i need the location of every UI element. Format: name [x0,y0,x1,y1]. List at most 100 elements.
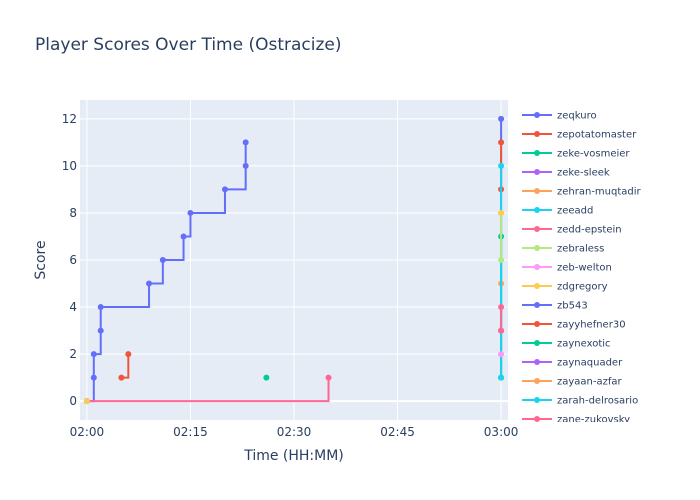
legend-swatch-marker [534,226,540,232]
legend-item[interactable]: zedd-epstein [522,225,622,236]
legend-label: zeke-vosmeier [557,149,630,160]
legend-item[interactable]: zdgregory [522,282,608,293]
legend-item[interactable]: zepotatomaster [522,130,637,141]
y-tick-label: 2 [69,347,77,361]
legend-item[interactable]: zane-zukovsky [522,415,630,426]
y-axis-ticks: 0 2 4 6 8 10 12 [62,112,77,408]
legend-label: zaynexotic [557,339,611,350]
data-point [187,209,194,216]
y-tick-label: 10 [62,159,77,173]
legend-swatch-marker [534,245,540,251]
legend-label: zeb-welton [557,263,612,274]
legend-swatch-marker [534,359,540,365]
y-tick-label: 4 [69,300,77,314]
data-point [221,186,228,193]
legend-item[interactable]: zayyhefner30 [522,320,626,331]
y-axis-title: Score [33,240,49,279]
legend-swatch-marker [534,131,540,137]
legend-label: zb543 [557,301,588,312]
legend-label: zedd-epstein [557,225,622,236]
legend-swatch-marker [534,150,540,156]
legend-swatch-marker [534,340,540,346]
data-point [180,233,187,240]
data-point [498,209,505,216]
legend-swatch-marker [534,188,540,194]
series-zane-zukovsky [498,304,505,334]
series-layer [83,115,505,405]
series-unlabeled [498,351,505,358]
data-point [498,327,505,334]
series-zeke-vosmeier [263,374,270,381]
data-point [242,139,249,146]
data-point [159,257,166,263]
legend-label: zayaan-azfar [557,377,623,388]
series-unlabeled [498,209,505,216]
legend-swatch-marker [534,169,540,175]
x-tick-label: 02:30 [277,425,312,439]
x-axis-ticks: 02:00 02:15 02:30 02:45 03:00 [70,425,519,439]
y-tick-label: 6 [69,253,77,267]
x-tick-label: 02:00 [70,425,105,439]
legend-swatch-marker [534,264,540,270]
legend-label: zeeadd [557,206,593,217]
series-zepotatomaster [118,351,132,381]
legend[interactable]: zeqkuro zepotatomaster zeke-vosmeier zeke-s… [522,111,642,426]
data-point [498,257,505,263]
legend-item[interactable]: zb543 [522,301,588,312]
y-tick-label: 0 [69,394,77,408]
legend-swatch-marker [534,112,540,118]
x-axis-title: Time (HH:MM) [243,448,344,464]
data-point [118,374,125,381]
legend-item[interactable]: zeeadd [522,206,593,217]
legend-item[interactable]: zayaan-azfar [522,377,623,388]
legend-label: zane-zukovsky [557,415,630,426]
legend-label: zaynaquader [557,358,623,369]
data-point [263,374,270,381]
legend-swatch-marker [534,416,540,422]
legend-swatch-marker [534,378,540,384]
legend-label: zdgregory [557,282,608,293]
legend-label: zarah-delrosario [557,396,638,407]
legend-swatch-marker [534,321,540,327]
y-tick-label: 12 [62,112,77,126]
legend-items: zeqkuro zepotatomaster zeke-vosmeier zeke-s… [522,111,642,426]
x-tick-label: 02:15 [173,425,208,439]
legend-item[interactable]: zebraless [522,244,604,255]
series-zdgregory [83,398,90,405]
series-zarah-delrosario [498,162,505,381]
data-point [498,162,505,169]
chart-title: Player Scores Over Time (Ostracize) [35,35,342,55]
legend-swatch-marker [534,302,540,308]
data-point [97,327,104,334]
legend-item[interactable]: zaynaquader [522,358,623,369]
legend-item[interactable]: zeb-welton [522,263,612,274]
data-point [325,374,332,381]
data-point [242,162,249,169]
x-tick-label: 03:00 [484,425,519,439]
legend-item[interactable]: zehran-muqtadir [522,187,642,198]
data-point [498,351,505,358]
x-tick-label: 02:45 [380,425,415,439]
legend-swatch-marker [534,397,540,403]
legend-label: zeqkuro [557,111,597,122]
legend-item[interactable]: zeke-sleek [522,168,610,179]
series-line [86,377,330,403]
data-point [83,398,90,405]
legend-item[interactable]: zeke-vosmeier [522,149,630,160]
data-point [498,374,505,381]
legend-item[interactable]: zaynexotic [522,339,611,350]
legend-item[interactable]: zeqkuro [522,111,597,122]
legend-swatch-marker [534,283,540,289]
data-point [97,304,104,311]
data-point [146,280,153,287]
legend-label: zeke-sleek [557,168,610,179]
legend-item[interactable]: zarah-delrosario [522,396,638,407]
legend-label: zepotatomaster [557,130,637,141]
legend-label: zebraless [557,244,604,255]
data-point [125,351,132,358]
data-point [90,351,97,358]
y-tick-label: 8 [69,206,77,220]
data-point [498,139,505,146]
legend-label: zehran-muqtadir [557,187,642,198]
